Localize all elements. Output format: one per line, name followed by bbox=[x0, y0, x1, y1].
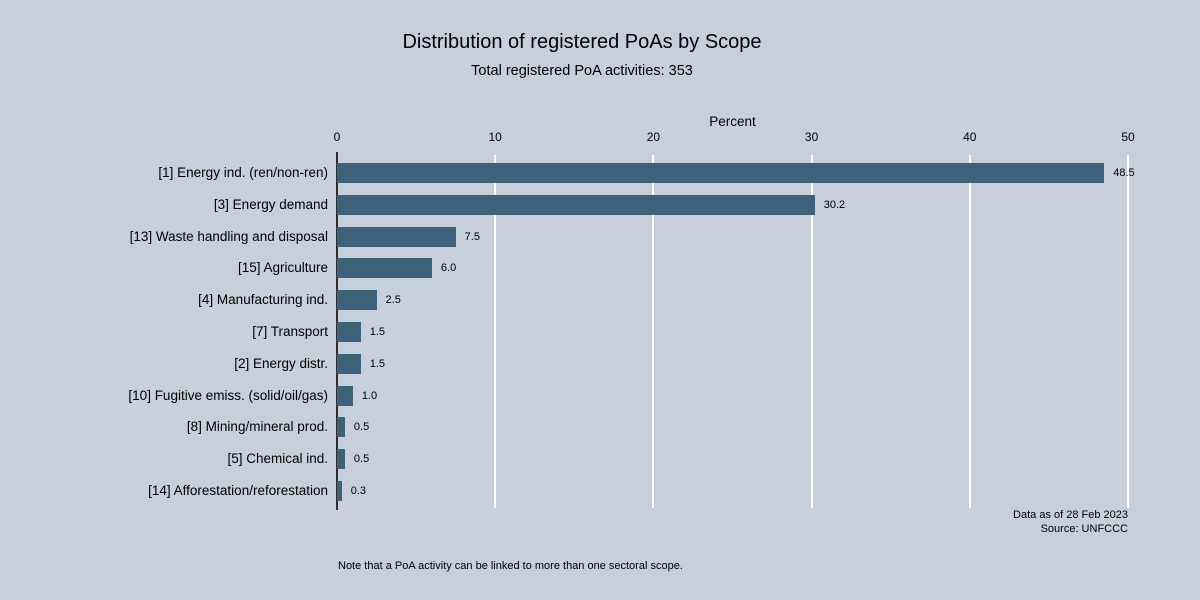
x-tick-label: 40 bbox=[963, 130, 977, 144]
category-label: [10] Fugitive emiss. (solid/oil/gas) bbox=[128, 387, 328, 403]
category-label: [13] Waste handling and disposal bbox=[129, 228, 328, 244]
bar-value-label: 1.5 bbox=[369, 357, 386, 370]
bar bbox=[337, 226, 456, 247]
gridline bbox=[652, 155, 655, 508]
category-label: [3] Energy demand bbox=[213, 196, 328, 212]
bar-value-label: 0.5 bbox=[353, 453, 370, 466]
category-label: [7] Transport bbox=[252, 324, 328, 339]
bar-value-label: 0.3 bbox=[350, 485, 367, 497]
category-axis: [1] Energy ind. (ren/non-ren) [3] Energy … bbox=[0, 155, 330, 505]
plot-area: 48.5 30.2 7.5 6.0 2.5 1.5 1.5 1.0 0.5 0.5 0.3 bbox=[336, 152, 1150, 510]
bar bbox=[337, 322, 361, 342]
x-tick-label: 30 bbox=[804, 130, 819, 144]
bar bbox=[337, 417, 345, 438]
bar bbox=[337, 258, 432, 279]
category-label: [8] Mining/mineral prod. bbox=[186, 419, 328, 435]
bar bbox=[337, 449, 345, 470]
bar bbox=[337, 194, 815, 215]
chart-title: Distribution of registered PoAs by Scope bbox=[402, 31, 762, 53]
x-tick-label: 0 bbox=[333, 130, 341, 144]
bar-value-label: 30.2 bbox=[823, 198, 846, 211]
category-label: [15] Agriculture bbox=[237, 260, 328, 276]
bar bbox=[337, 163, 1105, 183]
category-label: [1] Energy ind. (ren/non-ren) bbox=[158, 165, 328, 180]
category-label: [14] Afforestation/reforestation bbox=[148, 483, 328, 498]
gridline bbox=[968, 155, 971, 508]
category-label: [4] Manufacturing ind. bbox=[198, 292, 328, 308]
bar bbox=[337, 385, 353, 406]
x-tick-label: 10 bbox=[488, 130, 502, 144]
bar bbox=[337, 290, 377, 311]
category-label: [2] Energy distr. bbox=[234, 355, 328, 371]
bar-value-label: 1.0 bbox=[361, 389, 378, 402]
x-tick-label: 20 bbox=[646, 130, 661, 144]
bar-value-label: 2.5 bbox=[385, 294, 401, 307]
data-as-of-text: Data as of 28 Feb 2023 bbox=[1013, 509, 1128, 521]
bar bbox=[337, 481, 342, 501]
bar-value-label: 0.5 bbox=[353, 421, 370, 434]
gridline bbox=[1127, 155, 1129, 508]
bar-value-label: 48.5 bbox=[1113, 167, 1135, 179]
bar-value-label: 7.5 bbox=[464, 230, 480, 243]
gridline bbox=[494, 155, 497, 508]
chart-subtitle: Total registered PoA activities: 353 bbox=[471, 63, 693, 79]
bar-value-label: 1.5 bbox=[369, 326, 386, 338]
bar bbox=[337, 353, 361, 374]
footnote-text: Note that a PoA activity can be linked t… bbox=[338, 560, 683, 572]
x-tick-label: 50 bbox=[1121, 130, 1135, 144]
category-label: [5] Chemical ind. bbox=[227, 451, 328, 467]
source-text: Source: UNFCCC bbox=[1040, 522, 1128, 535]
bar-value-label: 6.0 bbox=[440, 262, 457, 275]
data-annotations: Data as of 28 Feb 2023 Source: UNFCCC bbox=[700, 509, 1128, 536]
gridline bbox=[810, 155, 813, 508]
x-axis-label: Percent bbox=[709, 114, 756, 129]
